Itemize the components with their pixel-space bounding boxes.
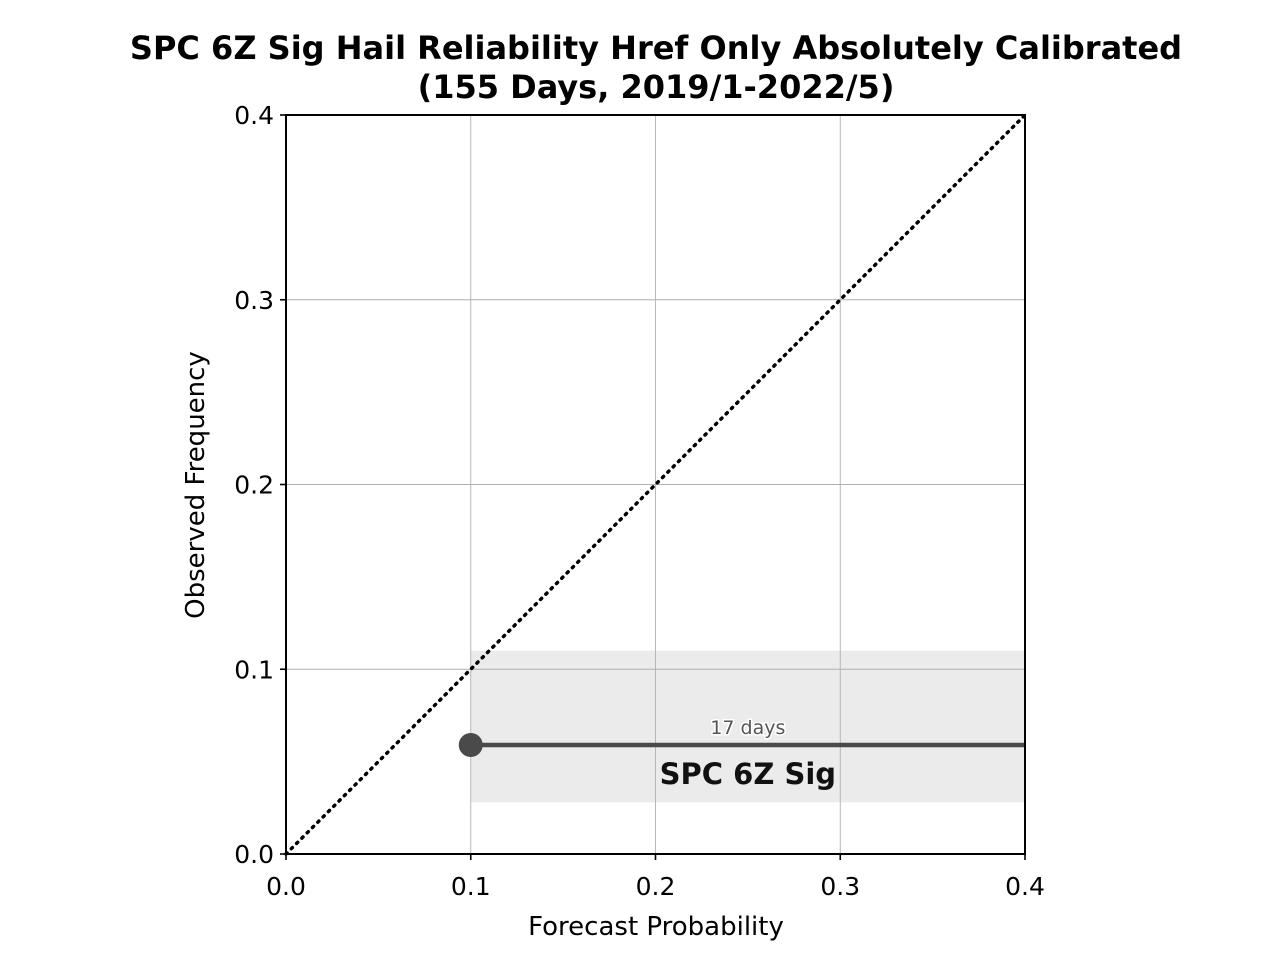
reference-diagonal-layer (284, 113, 1027, 856)
days-count-label: 17 days (710, 717, 785, 739)
confidence-band-layer (470, 650, 1025, 803)
chart-title-line1: SPC 6Z Sig Hail Reliability Href Only Ab… (130, 29, 1182, 67)
y-tick-label: 0.1 (234, 655, 274, 684)
x-axis-label: Forecast Probability (528, 912, 784, 942)
y-tick-label: 0.4 (234, 101, 274, 130)
y-tick-label: 0.3 (234, 286, 274, 315)
data-point-0-0 (458, 732, 483, 757)
series-layer (458, 732, 1025, 757)
series-name-label: SPC 6Z Sig (660, 757, 836, 791)
ticks-layer: 0.0 0.1 0.2 0.3 0.4 0.0 0.1 0.2 0.3 0.4 (234, 101, 1045, 901)
x-tick-label: 0.3 (820, 872, 860, 901)
x-tick-label: 0.2 (636, 872, 676, 901)
y-axis-label: Observed Frequency (181, 351, 211, 619)
confidence-band-0 (470, 650, 1025, 803)
x-tick-label: 0.4 (1005, 872, 1045, 901)
x-tick-label: 0.0 (266, 872, 306, 901)
x-tick-label: 0.1 (451, 872, 491, 901)
perfect-reliability-line (284, 113, 1027, 856)
series-labels-layer: 17 days SPC 6Z Sig (660, 715, 836, 791)
y-tick-label: 0.2 (234, 471, 274, 500)
y-tick-label: 0.0 (234, 840, 274, 869)
chart-title-line2: (155 Days, 2019/1-2022/5) (418, 68, 895, 106)
